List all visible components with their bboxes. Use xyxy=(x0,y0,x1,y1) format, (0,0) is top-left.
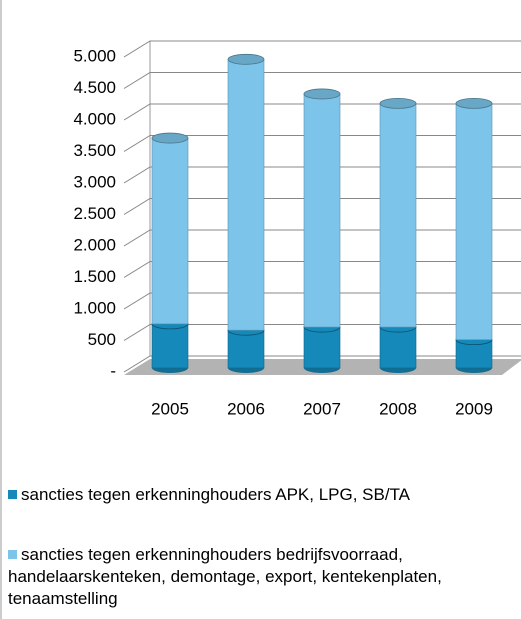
bar-segment xyxy=(379,326,417,369)
y-tick-label: - xyxy=(110,361,116,380)
y-tick-label: 1.000 xyxy=(73,298,116,317)
bar-segment xyxy=(303,326,341,369)
legend-label: sancties tegen erkenninghouders APK, LPG… xyxy=(21,485,411,504)
cylinder-top xyxy=(455,98,493,109)
legend-item: sancties tegen erkenninghouders bedrijfs… xyxy=(8,544,521,610)
legend-swatch xyxy=(8,490,17,499)
y-tick-label: 500 xyxy=(88,330,116,349)
y-tick-label: 3.000 xyxy=(73,172,116,191)
grid-line xyxy=(123,72,521,89)
plot: - 500 1.000 1.500 2.000 2.500 3.000 3.500 4.000 4… xyxy=(73,40,521,418)
y-tick-label: 4.500 xyxy=(73,78,116,97)
x-tick-label: 2005 xyxy=(151,399,189,418)
legend-item: sancties tegen erkenninghouders APK, LPG… xyxy=(8,484,410,506)
x-tick-label: 2008 xyxy=(379,399,417,418)
bar-segment xyxy=(455,103,493,340)
y-tick-label: 2.500 xyxy=(73,204,116,223)
cylinder-top xyxy=(303,88,341,100)
bar-segment xyxy=(227,329,265,369)
x-tick-label: 2006 xyxy=(227,399,265,418)
grid-line xyxy=(123,40,521,58)
bar-segment xyxy=(303,93,341,328)
x-tick-label: 2009 xyxy=(455,399,493,418)
y-tick-label: 2.000 xyxy=(73,235,116,254)
cylinder-top xyxy=(151,132,189,144)
cylinder-top xyxy=(379,98,417,109)
y-tick-label: 4.000 xyxy=(73,109,116,128)
cylinder-top xyxy=(227,53,265,65)
bar-segment xyxy=(151,323,189,369)
y-tick-label: 1.500 xyxy=(73,267,116,286)
y-tick-label: 3.500 xyxy=(73,141,116,160)
bar-segment xyxy=(379,103,417,328)
bar-segment xyxy=(227,58,265,331)
bar-segment xyxy=(151,137,189,325)
y-tick-label: 5.000 xyxy=(73,46,116,65)
legend-label: sancties tegen erkenninghouders bedrijfs… xyxy=(8,545,442,608)
legend-swatch xyxy=(8,550,17,559)
x-tick-label: 2007 xyxy=(303,399,341,418)
